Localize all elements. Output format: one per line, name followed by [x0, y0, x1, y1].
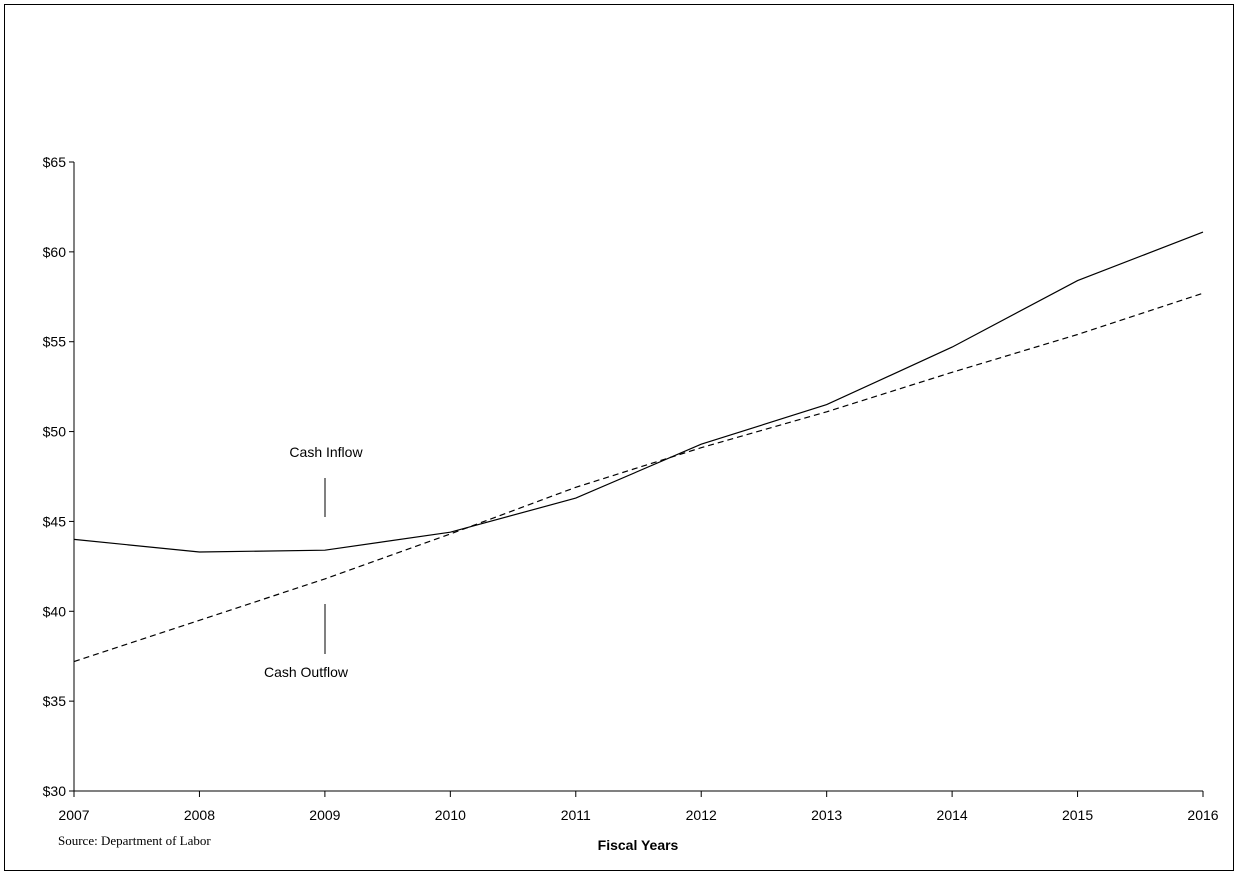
cash-outflow-label: Cash Outflow — [264, 664, 349, 680]
x-tick-label: 2013 — [811, 807, 842, 823]
source-note: Source: Department of Labor — [58, 833, 211, 848]
x-tick-label: 2008 — [184, 807, 215, 823]
y-tick-label: $55 — [43, 334, 67, 350]
x-tick-label: 2011 — [561, 807, 591, 823]
y-tick-label: $40 — [43, 603, 67, 619]
cash-inflow-line — [73, 231, 1204, 553]
chart-frame — [4, 4, 1234, 871]
x-axis-title: Fiscal Years — [598, 837, 679, 853]
axes: $30 $35 $40 $45 $50 $55 $60 $65 2007 2008 2009 2010… — [43, 154, 1219, 823]
y-tick-label: $65 — [43, 154, 67, 170]
cash-inflow-label: Cash Inflow — [289, 444, 363, 460]
x-tick-label: 2009 — [309, 807, 340, 823]
y-tick-label: $35 — [43, 693, 67, 709]
y-tick-label: $60 — [43, 244, 67, 260]
x-tick-label: 2016 — [1187, 807, 1218, 823]
x-tick-label: 2014 — [937, 807, 968, 823]
x-tick-label: 2015 — [1062, 807, 1093, 823]
y-tick-label: $30 — [43, 783, 67, 799]
series-group — [73, 231, 1204, 663]
y-tick-label: $45 — [43, 513, 67, 529]
x-tick-label: 2012 — [686, 807, 717, 823]
x-tick-label: 2010 — [435, 807, 466, 823]
cash-outflow-line — [73, 292, 1204, 663]
annotations: Cash Inflow Cash Outflow — [264, 444, 363, 680]
y-tick-label: $50 — [43, 424, 67, 440]
x-tick-label: 2007 — [58, 807, 89, 823]
